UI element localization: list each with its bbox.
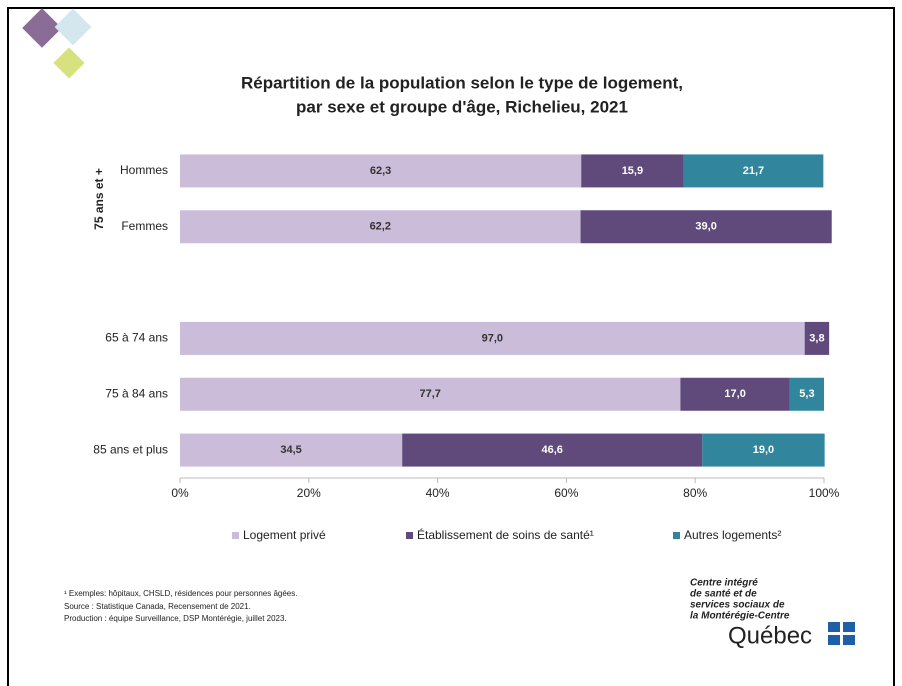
bar-segment xyxy=(180,377,681,411)
x-tick-label: 20% xyxy=(297,486,321,500)
value-label: 46,6 xyxy=(542,444,563,456)
bar-segment xyxy=(804,321,830,355)
y-tick-label: 75 à 84 ans xyxy=(105,386,168,400)
y-tick-label: 65 à 74 ans xyxy=(105,331,168,345)
value-label: 34,5 xyxy=(280,444,301,456)
bar-segment xyxy=(180,154,582,188)
footnote: Source : Statistique Canada, Recensement… xyxy=(64,602,251,611)
value-label: 21,7 xyxy=(743,165,764,177)
x-tick-label: 40% xyxy=(426,486,450,500)
bar-segment xyxy=(180,210,581,244)
bar-segment xyxy=(680,377,790,411)
y-tick-label: 85 ans et plus xyxy=(93,442,168,456)
y-tick-label: Femmes xyxy=(121,219,168,233)
group-label: 75 ans et + xyxy=(92,168,106,230)
bar-segment xyxy=(180,321,805,355)
bar-segment xyxy=(581,154,684,188)
bar-segment xyxy=(683,154,824,188)
deco-diamond xyxy=(22,8,62,48)
value-label: 39,0 xyxy=(695,221,716,233)
bar-segment xyxy=(789,377,824,411)
logo-text: la Montérégie-Centre xyxy=(690,611,790,622)
value-label: 19,0 xyxy=(753,444,774,456)
value-label: 62,3 xyxy=(370,165,391,177)
chart-title: Répartition de la population selon le ty… xyxy=(241,73,683,92)
value-label: 77,7 xyxy=(419,388,440,400)
logo-flag xyxy=(828,622,855,645)
legend-label: Logement privé xyxy=(243,528,326,542)
value-label: 3,8 xyxy=(809,332,824,344)
value-label: 17,0 xyxy=(724,388,745,400)
value-label: 15,9 xyxy=(622,165,643,177)
deco-diamond xyxy=(53,47,85,79)
legend-swatch xyxy=(673,532,680,539)
x-tick-label: 0% xyxy=(171,486,189,500)
x-tick-label: 80% xyxy=(683,486,707,500)
chart-title: par sexe et groupe d'âge, Richelieu, 202… xyxy=(296,97,628,116)
footnote: Production : équipe Surveillance, DSP Mo… xyxy=(64,614,287,623)
legend-label: Établissement de soins de santé¹ xyxy=(417,527,594,542)
legend-label: Autres logements² xyxy=(684,528,781,542)
value-label: 5,3 xyxy=(799,388,814,400)
logo-text: services sociaux de xyxy=(690,600,785,611)
y-tick-label: Hommes xyxy=(120,163,168,177)
logo-name: Québec xyxy=(728,622,812,649)
x-tick-label: 60% xyxy=(554,486,578,500)
value-label: 62,2 xyxy=(370,221,391,233)
x-tick-label: 100% xyxy=(809,486,840,500)
logo-text: Centre intégré xyxy=(690,578,758,589)
bar-segment xyxy=(702,433,825,467)
bar-segment xyxy=(580,210,832,244)
value-label: 97,0 xyxy=(482,332,503,344)
footnote: ¹ Exemples: hôpitaux, CHSLD, résidences … xyxy=(64,589,297,598)
legend-swatch xyxy=(406,532,413,539)
bar-segment xyxy=(180,433,403,467)
legend-swatch xyxy=(232,532,239,539)
bar-segment xyxy=(402,433,703,467)
logo-text: de santé et de xyxy=(690,589,757,600)
